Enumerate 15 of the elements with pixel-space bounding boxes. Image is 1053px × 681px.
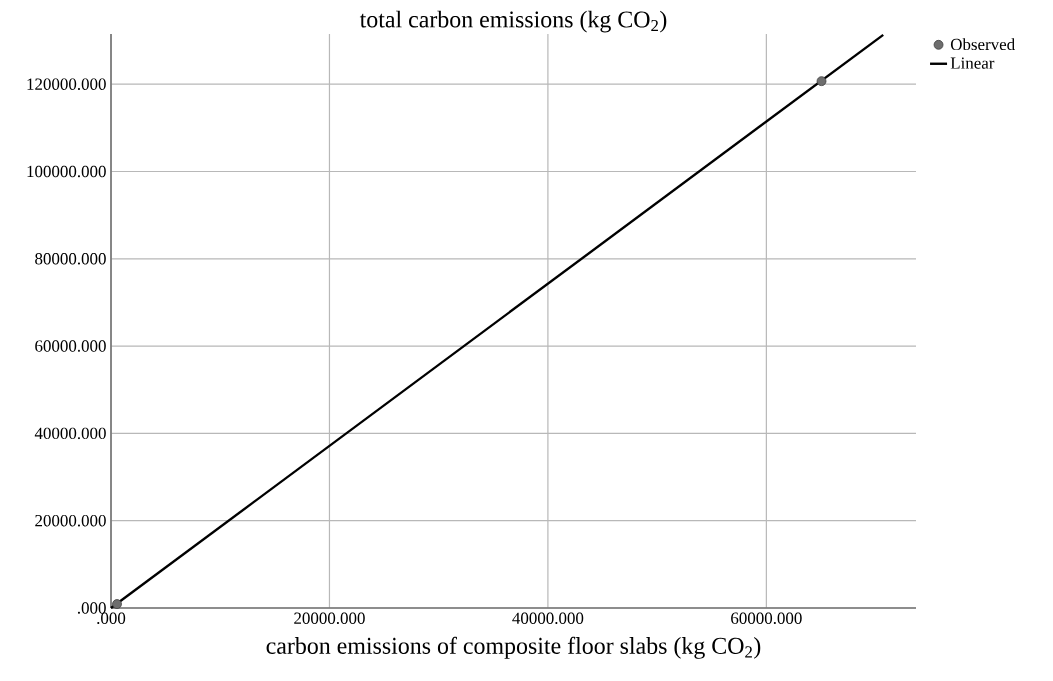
y-tick-label: 20000.000 — [35, 514, 106, 527]
x-tick-label: 60000.000 — [731, 612, 802, 625]
y-tick-label: 60000.000 — [35, 340, 106, 352]
legend-label: Observed — [950, 38, 1015, 51]
y-tick-label: .000 — [77, 602, 106, 614]
x-axis-title: carbon emissions of composite floor slabs (kg CO$_{2}$) — [266, 636, 761, 659]
y-axis-title: total carbon emissions (kg CO$_{2}$) — [359, 10, 667, 33]
y-tick-label: 40000.000 — [34, 427, 106, 440]
x-tick-label: 20000.000 — [294, 612, 365, 625]
legend-label: Linear — [950, 57, 995, 69]
y-tick-label: 100000.000 — [27, 165, 106, 178]
x-tick-label: 40000.000 — [512, 612, 584, 625]
x-tick-label: .000 — [97, 612, 126, 625]
y-tick-label: 120000.000 — [27, 78, 106, 90]
y-tick-label: 80000.000 — [35, 253, 106, 265]
